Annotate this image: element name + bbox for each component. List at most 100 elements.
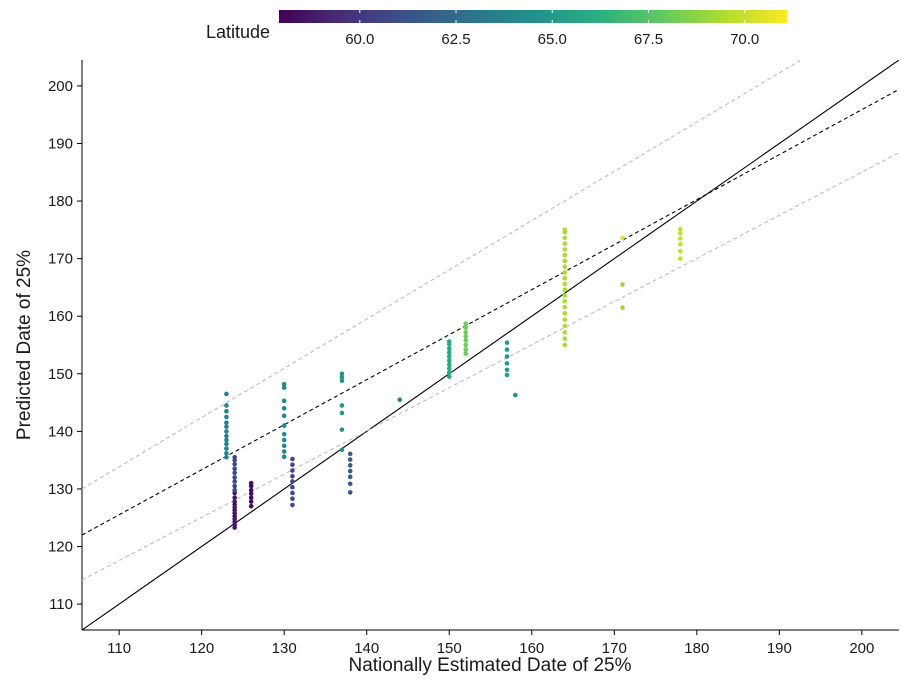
data-point [232,470,237,476]
data-point [504,361,510,366]
data-point [224,429,229,434]
data-point [290,456,295,462]
data-point [504,372,510,378]
data-point [232,483,237,489]
x-tick-label: 170 [602,640,627,657]
data-point [224,450,229,456]
colorbar-gradient [279,10,787,23]
data-point [463,342,469,348]
colorbar-label: Latitude [206,22,270,42]
data-point [562,304,568,310]
data-point [290,484,295,490]
data-point [224,403,229,408]
data-point [281,413,287,419]
data-point [339,374,345,380]
data-point [290,462,295,468]
colorbar-tick-label: 67.5 [634,31,663,48]
x-tick-label: 160 [519,640,544,657]
data-point [281,406,287,411]
data-point [446,354,452,359]
colorbar: Latitude 60.0 62.5 65.0 67.5 70.0 [206,10,787,48]
data-point [281,385,287,390]
x-axis-label: Nationally Estimated Date of 25% [348,655,631,676]
data-point [248,491,254,496]
data-point [562,264,568,269]
data-point [562,258,568,264]
data-point [678,241,683,247]
data-point [339,447,345,453]
data-point [562,317,568,322]
data-point [232,487,237,493]
data-point [620,282,625,287]
data-point [232,466,237,472]
data-point [290,502,295,508]
data-point [562,342,568,348]
data-point [281,431,287,437]
y-axis-label: Predicted Date of 25% [14,250,35,440]
data-point [224,433,229,439]
data-point [224,441,229,447]
x-tick-label: 130 [272,640,297,657]
data-point [562,227,568,233]
data-point [620,305,625,310]
data-point [281,398,287,404]
data-point [232,479,237,484]
data-point [347,457,353,462]
data-point [678,231,683,236]
data-point [562,252,568,258]
data-point [562,287,568,293]
data-point [504,340,510,345]
colorbar-tick-label: 62.5 [441,31,470,48]
data-point [347,490,353,495]
data-point [446,346,452,351]
data-point [562,323,568,329]
data-point [281,437,287,443]
data-point [446,350,452,355]
data-point [232,495,237,500]
data-point [463,330,469,335]
data-point [562,330,568,335]
x-axis-ticks: 110 120 130 140 150 160 170 180 190 200 [107,630,874,657]
data-point [281,454,287,459]
data-point [339,378,345,383]
data-point [446,374,452,379]
colorbar-tick-label: 60.0 [345,31,374,48]
x-tick-label: 200 [849,640,874,657]
data-point [224,414,229,420]
data-point [562,275,568,281]
colorbar-ticks: 60.0 62.5 65.0 67.5 70.0 [345,10,759,48]
data-point [678,248,683,254]
colorbar-tick-label: 65.0 [538,31,567,48]
data-point [562,270,568,275]
data-point [290,479,295,484]
data-point [248,503,254,509]
data-point [290,473,295,479]
data-point [232,454,237,460]
data-point [290,490,295,496]
data-point [290,468,295,473]
data-point [281,443,287,449]
y-tick-label: 190 [48,135,73,152]
data-point [281,449,287,454]
data-point [562,235,568,241]
data-point [678,226,683,232]
data-point [339,403,345,408]
data-point [562,293,568,298]
data-point [397,397,403,402]
data-point [224,437,229,443]
data-point [232,475,237,480]
data-point [339,371,345,377]
data-point [281,381,287,387]
reference-lines [82,60,899,630]
x-tick-label: 140 [354,640,379,657]
data-point [347,481,353,487]
data-point [446,366,452,371]
data-point [562,241,568,246]
data-point [446,339,452,344]
data-point [248,499,254,504]
data-point [504,354,510,359]
data-point [678,256,683,261]
axes: 110 120 130 140 150 160 170 180 190 200 110 120 130… [14,60,899,676]
x-tick-label: 120 [189,640,214,657]
data-point [562,336,568,341]
